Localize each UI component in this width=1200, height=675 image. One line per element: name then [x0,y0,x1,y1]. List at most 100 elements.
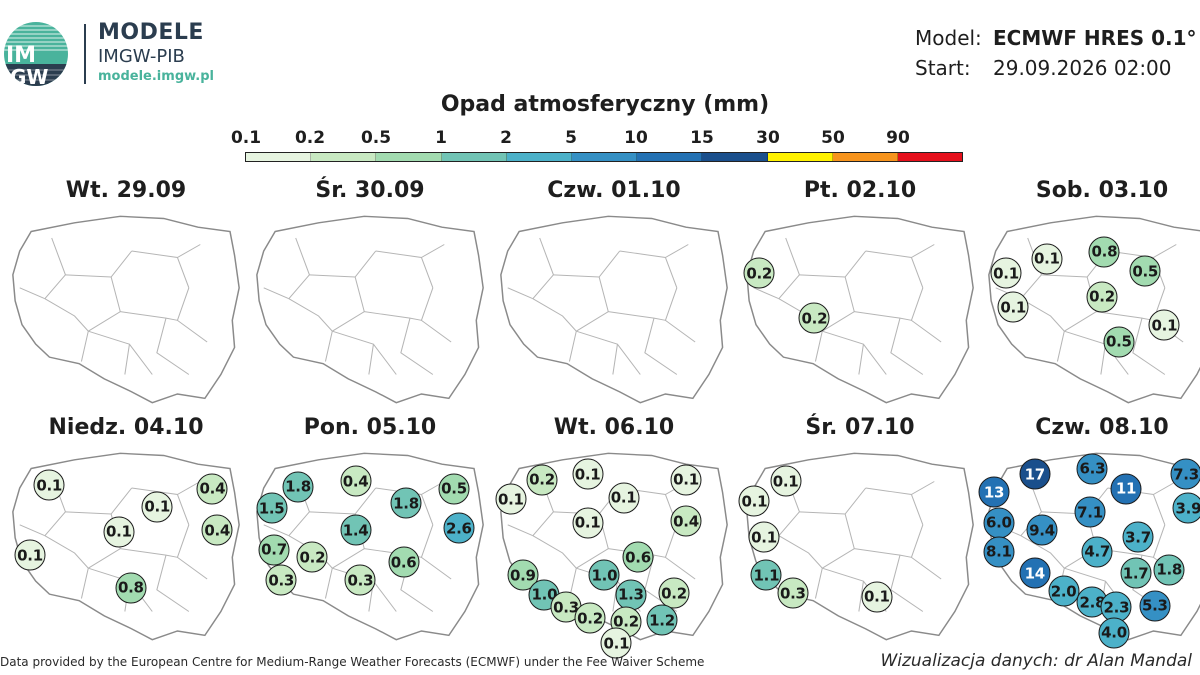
legend-color-segment [246,153,312,161]
region-border [288,237,311,299]
precip-badge: 11 [1110,473,1142,505]
region-border [177,244,201,258]
precip-badge: 0.1 [748,521,780,553]
panel-date-title: Czw. 01.10 [547,178,681,203]
region-border [532,535,577,599]
logo-text-bottom: GW [10,65,48,88]
poland-map [12,452,240,641]
brand-url-link[interactable]: modele.imgw.pl [98,69,214,84]
precip-badge: 0.2 [743,257,775,289]
precip-badge: 0.1 [141,491,173,523]
legend-color-bar [245,152,963,162]
model-value: ECMWF HRES 0.1° [993,26,1197,50]
region-border [822,330,887,375]
precip-badge: 0.2 [798,302,830,334]
region-border [910,524,942,580]
region-border [911,244,935,258]
panel-date-title: Pon. 05.10 [303,415,437,440]
precip-badge: 1.4 [340,514,372,546]
region-border [664,524,696,580]
forecast-panel: Śr. 30.09 [250,178,490,418]
precip-badge: 1.7 [1120,557,1152,589]
region-border [608,311,666,321]
model-label: Model: [915,26,982,50]
precip-badge: 1.8 [1153,554,1185,586]
precip-badge: 0.1 [14,539,46,571]
legend-tick: 1 [435,128,447,148]
precip-badge: 0.1 [1031,243,1063,275]
panel-date-title: Pt. 02.10 [803,178,917,203]
precip-badge: 0.2 [1086,281,1118,313]
precip-badge: 0.1 [670,464,702,496]
data-credit: Data provided by the European Centre for… [0,655,705,669]
precip-badge: 6.0 [983,507,1015,539]
precip-badge: 0.8 [1088,236,1120,268]
region-border [44,535,89,599]
region-border [1153,481,1177,495]
precip-badge: 0.8 [115,572,147,604]
region-border [44,298,89,362]
precip-badge: 0.2 [658,577,690,609]
forecast-panel: Czw. 08.10 17 6.3 7.3 13 11 3.9 7.1 6.0 9.4 3.7 4.7… [978,415,1200,655]
region-border [156,318,190,375]
legend-tick: 50 [821,128,845,148]
region-border [364,311,422,321]
precip-badge: 4.0 [1098,617,1130,649]
precip-badge: 3.9 [1172,492,1200,524]
poland-map [746,215,974,404]
panel-date-title: Śr. 30.09 [315,178,425,203]
panel-date-title: Śr. 07.10 [805,415,915,440]
region-border [368,344,374,375]
region-border [124,344,130,375]
region-border [858,344,864,375]
precip-badge: 1.5 [256,492,288,524]
forecast-panel: Śr. 07.10 0.1 0.1 0.1 1.1 0.3 0.1 [738,415,980,655]
precip-badge: 0.6 [388,546,420,578]
brand-title: MODELE [98,20,204,45]
brand-subtitle: IMGW-PIB [98,46,185,67]
region-border [665,244,689,258]
precip-badge: 0.4 [670,505,702,537]
panel-date-title: Niedz. 04.10 [48,415,204,440]
precip-badge: 6.3 [1076,453,1108,485]
legend-color-segment [506,153,572,161]
region-border [644,318,678,375]
legend-tick: 2 [500,128,512,148]
legend-tick: 0.2 [294,128,326,148]
precip-badge: 0.1 [608,482,640,514]
legend-tick: 10 [624,128,648,148]
logo-text-top: IM [6,43,36,68]
region-border [177,481,201,495]
precip-badge: 0.5 [1129,255,1161,287]
precip-badge: 0.2 [526,464,558,496]
region-border [664,287,696,343]
country-outline [12,215,240,404]
logo-separator [84,24,86,84]
region-border [858,581,864,612]
start-label: Start: [915,56,971,80]
precip-badge: 1.3 [615,579,647,611]
country-outline [746,215,974,404]
legend-color-segment [702,153,768,161]
region-border [576,330,641,375]
precip-badge: 0.1 [103,516,135,548]
legend-color-segment [767,153,833,161]
legend-color-segment [376,153,442,161]
region-border [288,298,333,362]
precip-badge: 0.1 [33,469,65,501]
legend-color-segment [897,153,963,161]
precip-badge: 1.8 [282,471,314,503]
precip-badge: 9.4 [1026,514,1058,546]
precip-badge: 0.1 [738,485,770,517]
precip-badge: 0.1 [990,257,1022,289]
precip-badge: 0.2 [296,541,328,573]
legend-tick: 0.1 [230,128,262,148]
region-border [822,276,855,332]
region-border [1153,244,1177,258]
region-border [263,524,290,537]
legend-tick: 30 [756,128,780,148]
precip-badge: 2.6 [443,512,475,544]
legend-color-segment [637,153,703,161]
region-border [400,318,434,375]
precip-badge: 0.4 [340,465,372,497]
